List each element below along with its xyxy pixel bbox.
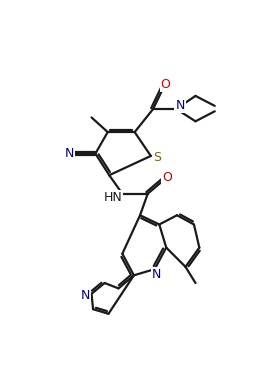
Text: HN: HN [104, 191, 122, 204]
Text: S: S [153, 151, 161, 164]
Text: N: N [81, 289, 90, 302]
Text: N: N [175, 99, 185, 112]
Text: O: O [162, 171, 172, 184]
Text: N: N [152, 268, 161, 281]
Text: O: O [161, 78, 170, 91]
Text: N: N [64, 147, 74, 160]
